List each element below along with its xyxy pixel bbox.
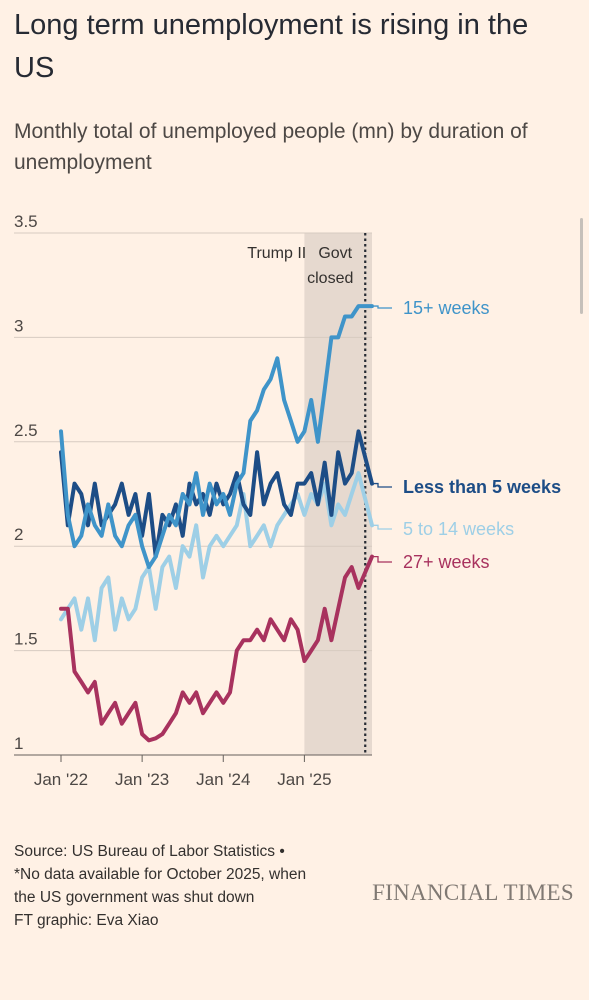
chart-subtitle: Monthly total of unemployed people (mn) …	[14, 120, 528, 174]
line-chart: Trump II Govt closed 1 1.5 2 2.5 3 3.5 Jan '22 Ja…	[14, 212, 561, 789]
footer: Source: US Bureau of Labor Statistics • …	[14, 840, 324, 932]
series-label-27-weeks: 27+ weeks	[403, 552, 490, 572]
credit-note: FT graphic: Eva Xiao	[14, 912, 159, 929]
source-note: Source: US Bureau of Labor Statistics •	[14, 843, 285, 860]
series-line-27-weeks	[59, 554, 374, 743]
series-line-15-weeks	[59, 304, 374, 570]
series-label-5-to-14-weeks: 5 to 14 weeks	[403, 519, 514, 539]
series-label-leader	[374, 524, 392, 530]
series-line-5-to-14-weeks	[59, 471, 374, 643]
x-tick-label: Jan '22	[34, 770, 88, 789]
series-label-leader	[374, 482, 392, 488]
data-note: *No data available for October 2025, whe…	[14, 866, 307, 906]
y-tick-label: 2	[14, 525, 23, 544]
financial-times-logo: FINANCIAL TIMES	[372, 880, 574, 905]
x-tick-label: Jan '24	[196, 770, 250, 789]
series-label-15-weeks: 15+ weeks	[403, 298, 490, 318]
y-tick-label: 3.5	[14, 212, 38, 231]
trump-ii-label: Trump II	[247, 245, 306, 262]
y-tick-label: 3	[14, 316, 23, 335]
chart-title: Long term unemployment is rising in the …	[14, 9, 529, 84]
series-label-less-than-5-weeks: Less than 5 weeks	[403, 477, 561, 497]
scrollbar-thumb[interactable]	[580, 218, 583, 314]
y-tick-label: 1.5	[14, 630, 38, 649]
govt-closed-label: Govt	[318, 245, 352, 262]
series-label-leader	[374, 555, 392, 563]
series-label-leader	[374, 305, 392, 309]
y-tick-label: 2.5	[14, 421, 38, 440]
govt-closed-label: closed	[307, 270, 353, 287]
y-tick-label: 1	[14, 734, 23, 753]
x-tick-label: Jan '23	[115, 770, 169, 789]
x-tick-label: Jan '25	[277, 770, 331, 789]
